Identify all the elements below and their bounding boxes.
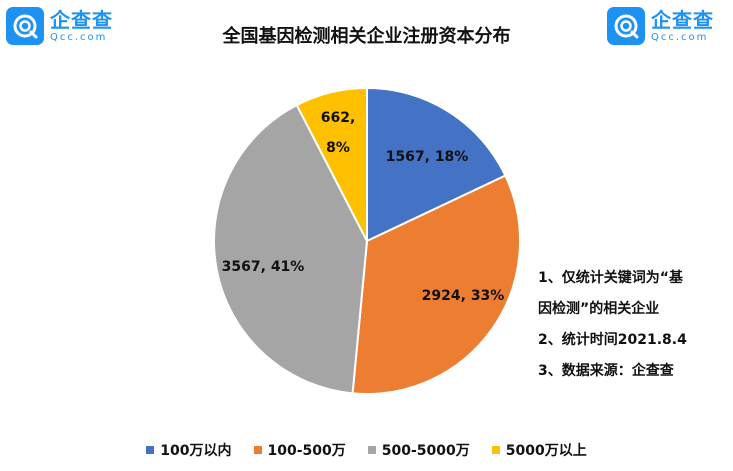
legend-item: 100-500万 — [253, 440, 346, 460]
legend-label: 5000万以上 — [505, 443, 587, 459]
legend-swatch — [491, 446, 500, 454]
logo-name-cn: 企查查 — [50, 7, 113, 32]
logo-left: 企查查 Qcc.com — [6, 7, 113, 45]
logo-name-cn: 企查查 — [651, 7, 714, 32]
legend-swatch — [146, 446, 155, 454]
note-line-3: 2、统计时间2021.8.4 — [538, 332, 687, 348]
legend-swatch — [367, 446, 376, 454]
pie-slice — [213, 103, 369, 395]
pie-slice — [366, 86, 507, 243]
note-line-4: 3、数据来源：企查查 — [538, 363, 674, 379]
logo-name-en: Qcc.com — [651, 31, 709, 43]
pie-data-label: 8% — [326, 140, 350, 156]
legend-label: 100-500万 — [267, 443, 346, 459]
pie-data-label: 2924, 33% — [422, 288, 505, 304]
chart-legend: 100万以内 100-500万 500-5000万 5000万以上 — [0, 440, 733, 460]
legend-item: 100万以内 — [146, 440, 232, 460]
qcc-logo-icon — [607, 7, 645, 45]
chart-title: 全国基因检测相关企业注册资本分布 — [222, 26, 511, 47]
qcc-logo-icon — [6, 7, 44, 45]
pie-slice — [351, 174, 521, 395]
legend-label: 100万以内 — [160, 443, 232, 459]
note-line-1: 1、仅统计关键词为“基 — [538, 270, 683, 286]
pie-data-label: 3567, 41% — [222, 259, 305, 275]
pie-slice — [295, 86, 368, 242]
legend-swatch — [253, 446, 262, 454]
legend-item: 5000万以上 — [491, 440, 587, 460]
pie-data-label: 662, — [321, 110, 356, 126]
legend-label: 500-5000万 — [381, 443, 470, 459]
legend-item: 500-5000万 — [367, 440, 470, 460]
pie-data-label: 1567, 18% — [386, 149, 469, 165]
note-line-2: 因检测”的相关企业 — [538, 301, 660, 317]
logo-name-en: Qcc.com — [50, 31, 108, 43]
logo-right: 企查查 Qcc.com — [607, 7, 714, 45]
